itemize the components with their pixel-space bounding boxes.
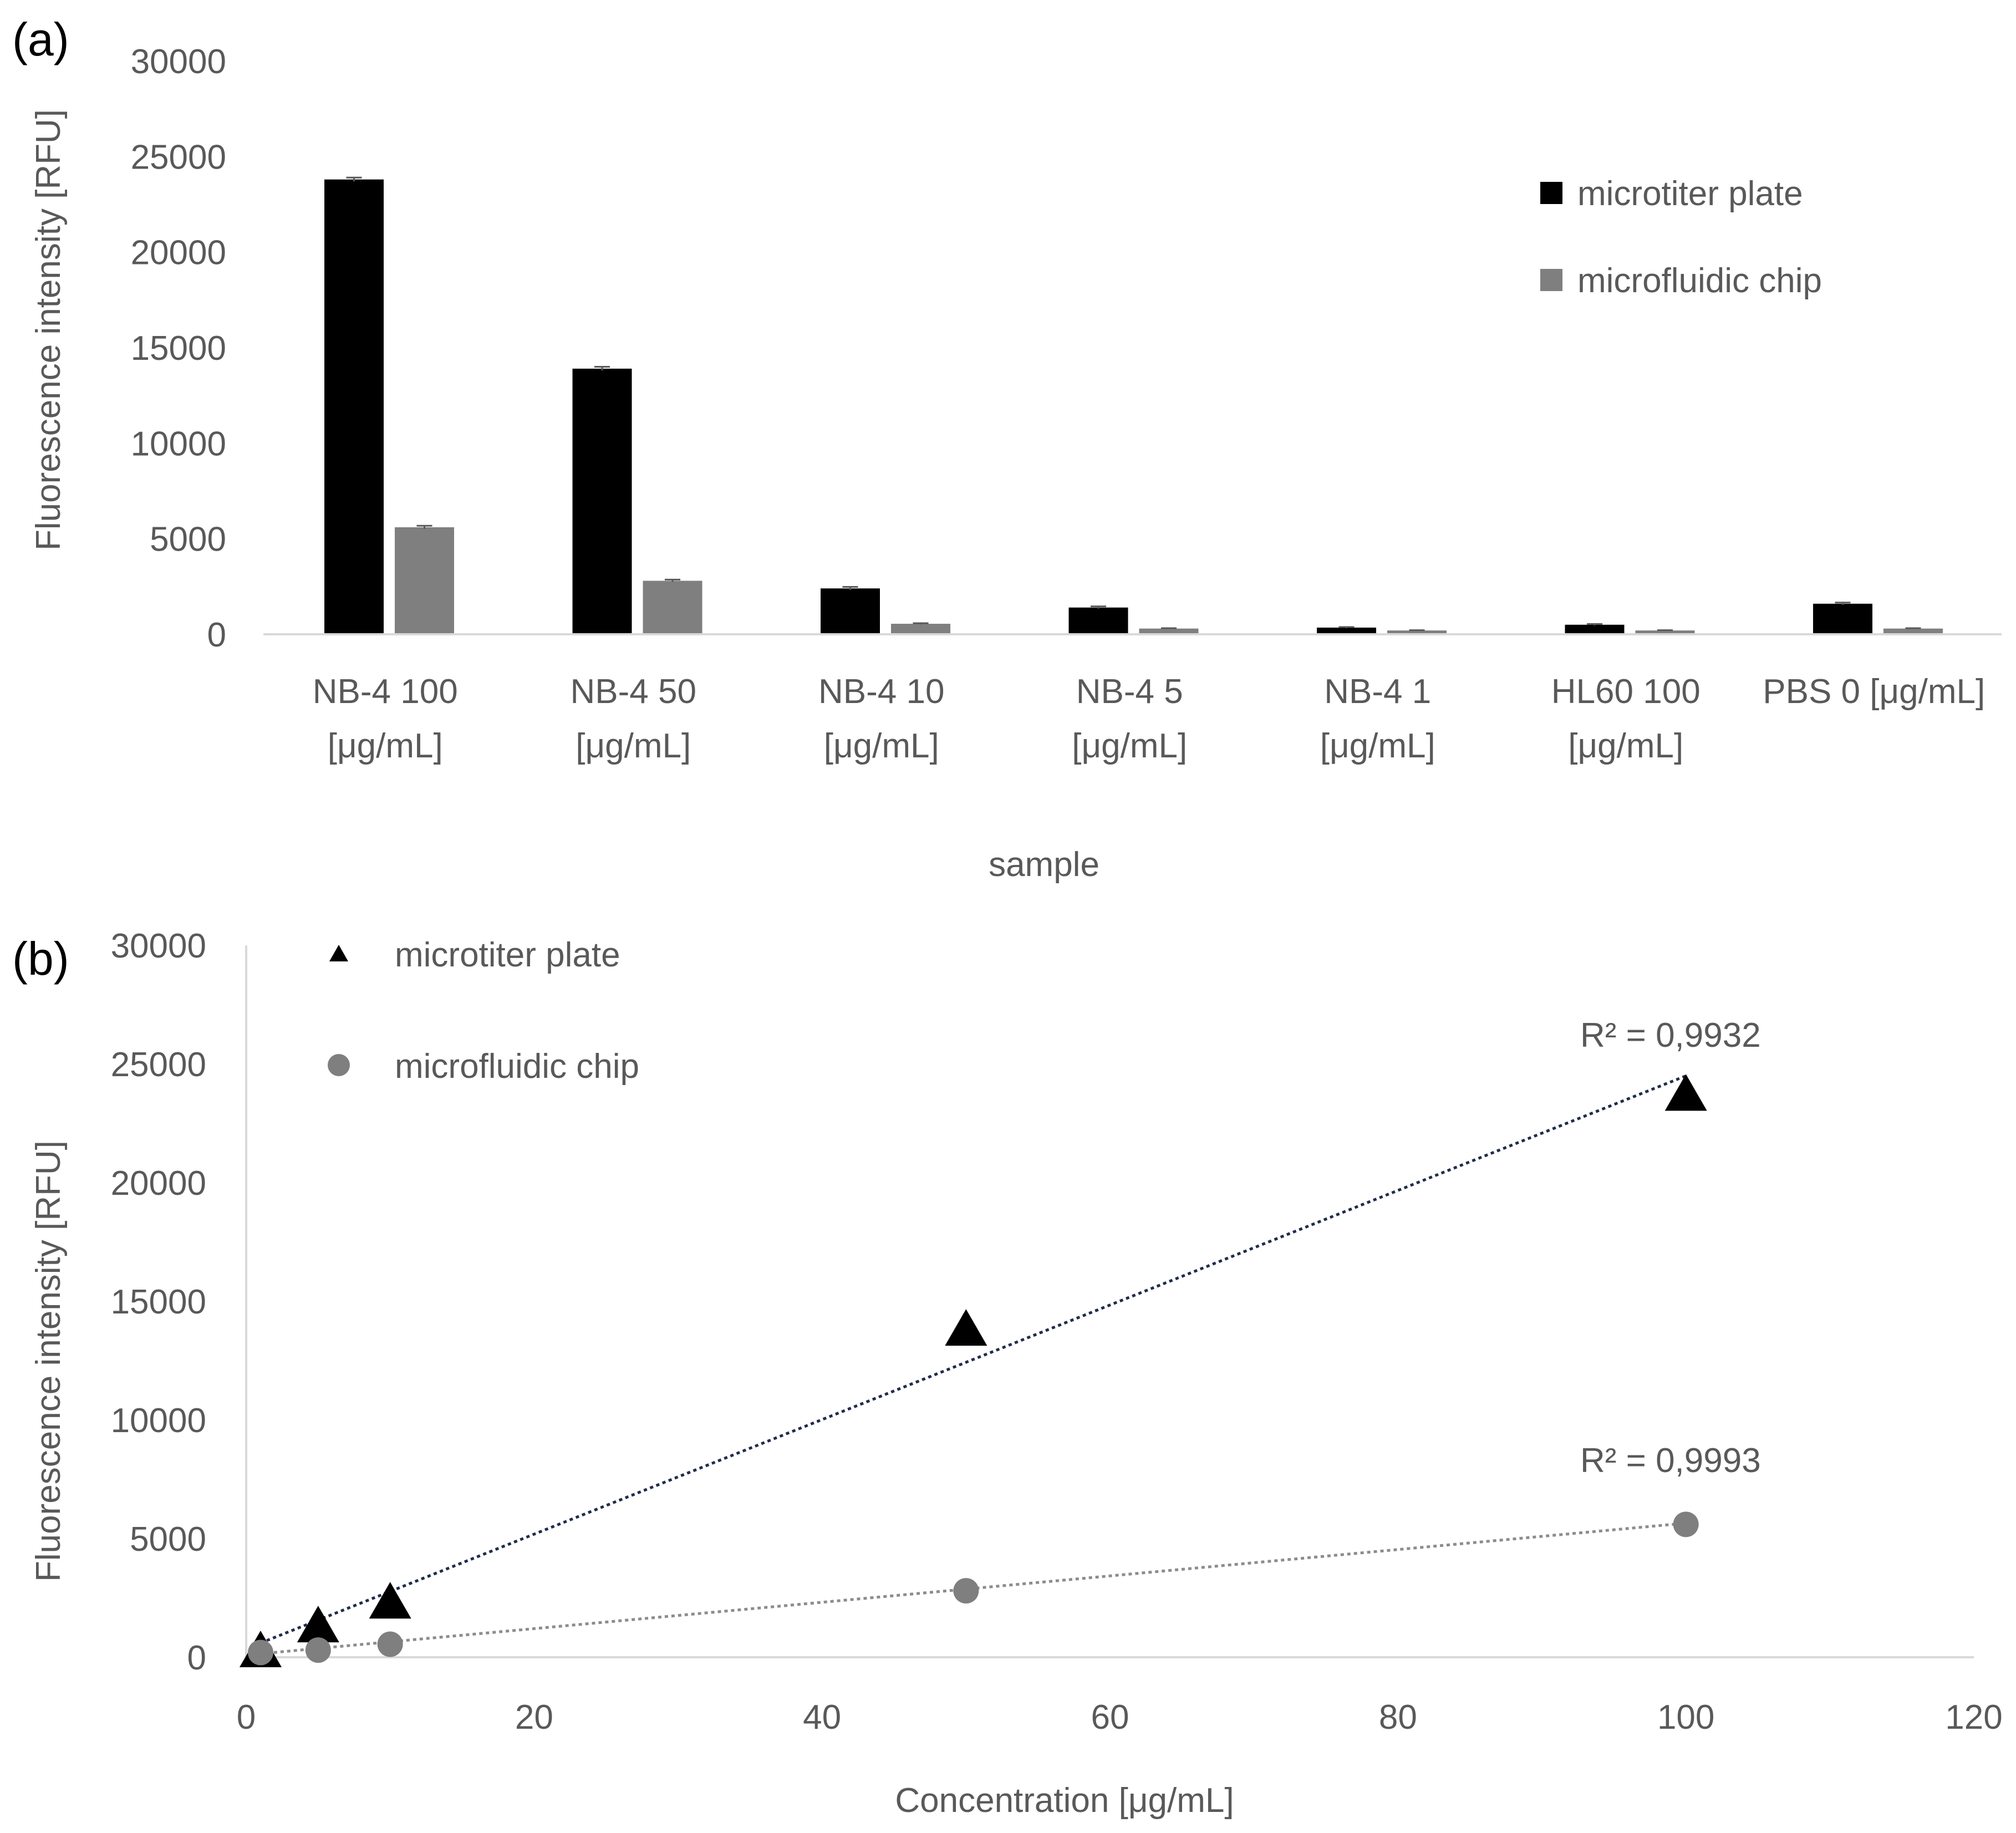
- x-tick-label: [μg/mL]: [328, 727, 443, 765]
- x-tick-label: 100: [1657, 1698, 1714, 1737]
- y-tick-label: 30000: [111, 927, 206, 965]
- y-tick-label: 20000: [131, 234, 226, 272]
- bar-microtiter-plate-3: [1068, 607, 1128, 634]
- bar-microfluidic-chip-0: [395, 527, 454, 634]
- bar-microfluidic-chip-1: [643, 581, 702, 634]
- y-tick-label: 5000: [130, 1520, 206, 1559]
- point-microfluidic-chip-2: [377, 1631, 403, 1657]
- legend-swatch-microtiter-plate: [1540, 182, 1562, 204]
- legend-triangle-icon: [329, 945, 348, 961]
- y-tick-label: 25000: [111, 1046, 206, 1084]
- x-tick-labels-a: NB-4 100 [μg/mL] NB-4 50 [μg/mL] NB-4 10 [μg/…: [313, 673, 1985, 765]
- y-tick-label: 0: [187, 1639, 206, 1677]
- legend-label-microtiter-plate: microtiter plate: [1577, 175, 1803, 213]
- x-tick-label: [μg/mL]: [576, 727, 691, 765]
- panel-label-a: (a): [12, 13, 69, 65]
- legend-label-microfluidic-chip-b: microfluidic chip: [395, 1047, 639, 1086]
- point-microtiter-plate-4: [1664, 1074, 1707, 1111]
- x-tick-label: HL60 100: [1551, 673, 1701, 711]
- r2-label-microtiter-plate: R² = 0,9932: [1580, 1016, 1761, 1055]
- legend-label-microfluidic-chip: microfluidic chip: [1577, 262, 1822, 300]
- x-tick-label: NB-4 5: [1076, 673, 1183, 711]
- x-tick-label: NB-4 10: [818, 673, 944, 711]
- bar-microtiter-plate-2: [821, 588, 880, 634]
- x-tick-label: NB-4 1: [1324, 673, 1431, 711]
- trendlines-b: [260, 1075, 1687, 1656]
- x-tick-labels-b: 0 20 40 60 80 100 120: [237, 1698, 2003, 1737]
- y-tick-label: 15000: [111, 1283, 206, 1321]
- x-tick-label: PBS 0 [μg/mL]: [1763, 673, 1985, 711]
- y-axis-title-b: Fluorescence intensity [RFU]: [29, 1140, 68, 1582]
- x-tick-label: 40: [803, 1698, 841, 1737]
- bar-microfluidic-chip-5: [1635, 630, 1695, 634]
- point-microfluidic-chip-3: [953, 1578, 979, 1604]
- legend-swatch-microfluidic-chip: [1540, 269, 1562, 291]
- y-tick-label: 0: [207, 616, 226, 654]
- trendline-microtiter-plate: [260, 1075, 1687, 1644]
- point-microfluidic-chip-1: [305, 1637, 331, 1663]
- point-microtiter-plate-1: [297, 1606, 339, 1643]
- panel-label-b: (b): [12, 933, 69, 985]
- data-points-b: [239, 1074, 1707, 1668]
- x-tick-label: 0: [237, 1698, 256, 1737]
- x-tick-label: [μg/mL]: [1320, 727, 1435, 765]
- y-tick-labels-b: 0 5000 10000 15000 20000 25000 30000: [111, 927, 206, 1677]
- bar-microfluidic-chip-2: [891, 624, 950, 634]
- bars-a: [324, 176, 1943, 634]
- x-tick-label: NB-4 50: [571, 673, 696, 711]
- bar-chart-panel-a: (a) Fluorescence intensity [RFU] sample …: [12, 13, 2002, 884]
- x-tick-label: [μg/mL]: [824, 727, 939, 765]
- y-tick-label: 10000: [131, 425, 226, 463]
- x-tick-label: 120: [1945, 1698, 2002, 1737]
- x-tick-label: [μg/mL]: [1072, 727, 1187, 765]
- x-tick-label: 20: [515, 1698, 553, 1737]
- legend-circle-icon: [328, 1054, 350, 1076]
- x-tick-label: 60: [1091, 1698, 1129, 1737]
- x-tick-label: 80: [1379, 1698, 1417, 1737]
- bar-microtiter-plate-4: [1317, 627, 1376, 634]
- r2-label-microfluidic-chip: R² = 0,9993: [1580, 1442, 1761, 1480]
- bar-microfluidic-chip-4: [1387, 630, 1447, 634]
- y-axis-title-a: Fluorescence intensity [RFU]: [29, 109, 68, 551]
- scatter-chart-panel-b: (b) Fluorescence intensity [RFU] Concent…: [12, 927, 2003, 1820]
- x-axis-title-a: sample: [989, 846, 1099, 884]
- bar-microtiter-plate-6: [1813, 603, 1872, 634]
- bar-microfluidic-chip-6: [1883, 628, 1943, 634]
- bar-microfluidic-chip-3: [1139, 628, 1199, 634]
- legend-label-microtiter-plate-b: microtiter plate: [395, 936, 620, 974]
- point-microfluidic-chip-0: [247, 1639, 273, 1666]
- bar-microtiter-plate-1: [572, 368, 632, 634]
- x-axis-title-b: Concentration [μg/mL]: [895, 1781, 1234, 1820]
- x-tick-label: [μg/mL]: [1568, 727, 1683, 765]
- trendline-microfluidic-chip: [260, 1521, 1686, 1656]
- legend-b: microtiter plate microfluidic chip: [328, 936, 639, 1086]
- y-tick-label: 25000: [131, 138, 226, 176]
- y-tick-label: 10000: [111, 1402, 206, 1440]
- y-tick-label: 5000: [150, 521, 226, 559]
- legend-a: microtiter plate microfluidic chip: [1540, 175, 1822, 300]
- point-microtiter-plate-3: [945, 1309, 987, 1346]
- x-tick-label: NB-4 100: [313, 673, 458, 711]
- y-tick-label: 20000: [111, 1164, 206, 1203]
- point-microfluidic-chip-4: [1673, 1511, 1699, 1537]
- point-microtiter-plate-2: [369, 1582, 411, 1619]
- bar-microtiter-plate-5: [1565, 624, 1625, 634]
- y-tick-label: 15000: [131, 329, 226, 368]
- bar-microtiter-plate-0: [324, 179, 384, 634]
- y-tick-labels-a: 0 5000 10000 15000 20000 25000 30000: [131, 43, 226, 654]
- y-tick-label: 30000: [131, 43, 226, 81]
